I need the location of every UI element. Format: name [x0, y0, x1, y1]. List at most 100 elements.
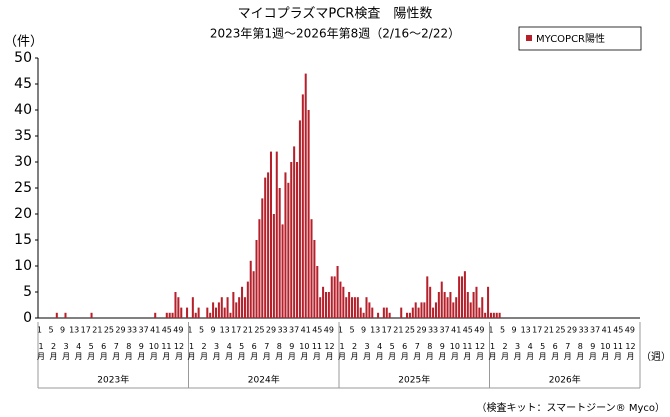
y-tick-label: 5 — [23, 284, 32, 300]
month-label: 6月 — [551, 342, 560, 361]
month-label: 3月 — [212, 342, 221, 361]
bar — [469, 302, 472, 318]
bar — [472, 292, 475, 318]
x-tick-label: 41 — [602, 326, 612, 335]
bar — [55, 312, 58, 318]
y-tick-label: 20 — [14, 206, 32, 222]
month-label: 11月 — [462, 342, 473, 361]
x-tick-label: 37 — [289, 326, 299, 335]
x-tick-label: 41 — [451, 326, 461, 335]
x-tick-label: 9 — [60, 326, 65, 335]
bar — [217, 302, 220, 318]
bar — [327, 292, 330, 318]
month-label: 7月 — [112, 342, 121, 361]
month-label: 9月 — [438, 342, 447, 361]
bar — [336, 266, 339, 318]
x-tick-label: 17 — [532, 326, 542, 335]
y-tick-label: 50 — [14, 50, 32, 66]
bar — [368, 302, 371, 318]
month-label: 5月 — [87, 342, 96, 361]
bar — [330, 276, 333, 318]
bar — [316, 266, 319, 318]
bar — [356, 297, 359, 318]
x-tick-label: 9 — [361, 326, 366, 335]
month-label: 6月 — [250, 342, 259, 361]
bar — [186, 307, 189, 318]
y-tick-label: 30 — [14, 154, 32, 170]
bar — [258, 219, 261, 318]
x-tick-label: 21 — [243, 326, 253, 335]
footnote: （検査キット：スマートジーン® Myco） — [476, 401, 665, 414]
x-tick-label: 37 — [139, 326, 149, 335]
year-label: 2023年 — [97, 374, 129, 386]
bar — [484, 312, 487, 318]
bar — [437, 292, 440, 318]
year-label: 2026年 — [549, 374, 581, 386]
month-label: 5月 — [538, 342, 547, 361]
x-tick-label: 13 — [69, 326, 79, 335]
bar — [235, 302, 238, 318]
month-label: 10月 — [449, 342, 460, 361]
x-tick-label: 29 — [567, 326, 577, 335]
x-tick-label: 1 — [488, 326, 493, 335]
bar — [272, 214, 275, 318]
bar — [304, 73, 307, 318]
month-label: 2月 — [501, 342, 510, 361]
bar — [333, 276, 336, 318]
x-tick-label: 13 — [521, 326, 531, 335]
bar — [359, 307, 362, 318]
bar — [165, 312, 168, 318]
bar — [417, 307, 420, 318]
x-tick-label: 45 — [162, 326, 172, 335]
month-label: 12月 — [625, 342, 636, 361]
bar — [226, 297, 229, 318]
bar — [377, 312, 380, 318]
bar — [171, 312, 174, 318]
month-label: 1月 — [187, 342, 196, 361]
month-label: 12月 — [173, 342, 185, 361]
bar — [455, 297, 458, 318]
x-tick-label: 5 — [48, 326, 53, 335]
x-tick-label: 29 — [416, 326, 426, 335]
bar — [261, 198, 264, 318]
x-tick-label: 1 — [37, 326, 42, 335]
bar — [301, 94, 304, 319]
x-tick-label: 41 — [301, 326, 311, 335]
month-label: 9月 — [137, 342, 146, 361]
bar — [90, 312, 93, 318]
bar — [385, 307, 388, 318]
bar — [449, 292, 452, 318]
month-label: 7月 — [413, 342, 422, 361]
x-tick-label: 25 — [405, 326, 415, 335]
bar — [481, 297, 484, 318]
bar — [206, 307, 209, 318]
bar — [339, 281, 342, 318]
year-label: 2024年 — [248, 374, 280, 386]
month-label: 6月 — [400, 342, 409, 361]
bar — [324, 292, 327, 318]
bar — [426, 276, 429, 318]
bar — [408, 312, 411, 318]
bar — [495, 312, 498, 318]
x-tick-label: 45 — [463, 326, 473, 335]
bar — [290, 162, 293, 318]
month-label: 1月 — [37, 342, 45, 361]
bar — [446, 297, 449, 318]
bar — [249, 260, 252, 318]
bar — [278, 188, 281, 318]
bar — [194, 312, 197, 318]
bar — [492, 312, 495, 318]
y-tick-label: 35 — [14, 128, 32, 144]
month-label: 4月 — [375, 342, 384, 361]
bar — [353, 297, 356, 318]
bar — [174, 292, 177, 318]
bar — [64, 312, 67, 318]
bar — [452, 302, 455, 318]
x-tick-label: 5 — [199, 326, 204, 335]
year-label: 2025年 — [398, 374, 430, 386]
bar — [478, 307, 481, 318]
x-tick-label: 17 — [382, 326, 392, 335]
month-label: 8月 — [576, 342, 585, 361]
x-tick-label: 25 — [104, 326, 114, 335]
bar — [411, 307, 414, 318]
